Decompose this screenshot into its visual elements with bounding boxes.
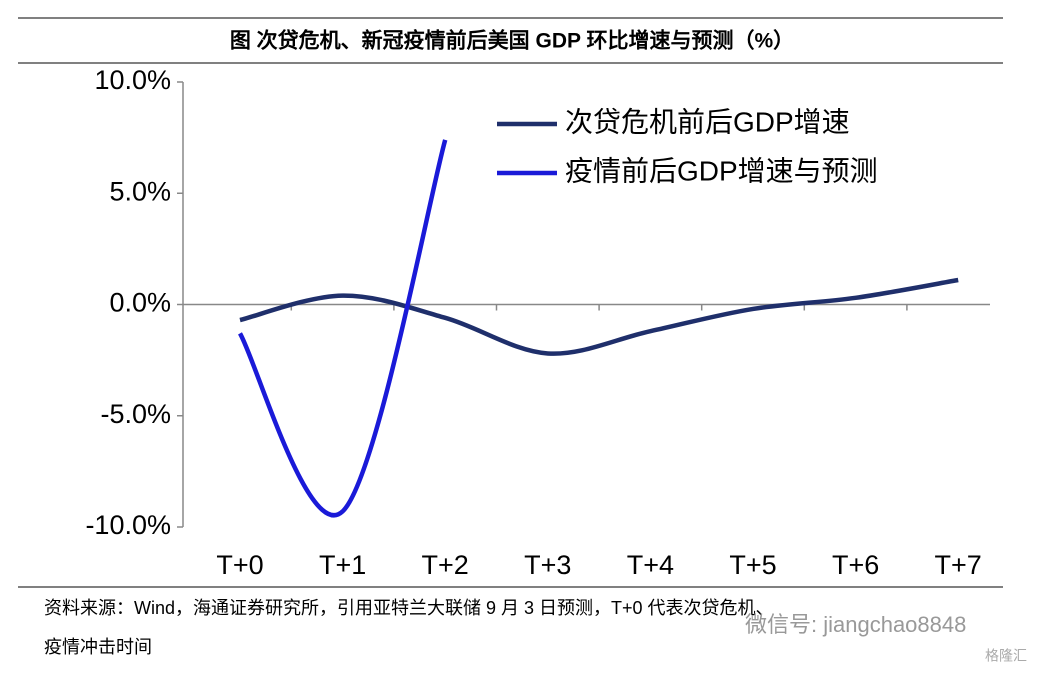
x-tick-label: T+4: [627, 550, 674, 580]
x-tick-label: T+7: [935, 550, 982, 580]
line-series: [239, 277, 959, 356]
y-tick-label: -10.0%: [85, 510, 171, 540]
x-tick-label: T+0: [216, 550, 263, 580]
x-tick-label: T+1: [319, 550, 366, 580]
source: 资料来源：Wind，海通证券研究所，引用亚特兰大联储 9 月 3 日预测，T+0…: [44, 598, 774, 618]
watermark: 微信号: jiangchao8848: [745, 612, 966, 637]
line-series: [238, 139, 448, 518]
x-tick-label: T+6: [832, 550, 879, 580]
x-tick-label: T+2: [422, 550, 469, 580]
legend-label: 次贷危机前后GDP增速: [565, 106, 850, 137]
y-tick-label: 10.0%: [94, 65, 171, 95]
legend-label: 疫情前后GDP增速与预测: [565, 155, 878, 186]
chart-title: 图 次贷危机、新冠疫情前后美国 GDP 环比增速与预测（%）: [230, 29, 794, 53]
y-tick-label: 0.0%: [109, 288, 171, 318]
watermark: 格隆汇: [985, 648, 1027, 664]
x-tick-label: T+5: [729, 550, 776, 580]
y-tick-label: 5.0%: [109, 176, 171, 206]
source: 疫情冲击时间: [44, 637, 152, 657]
y-tick-label: -5.0%: [100, 399, 171, 429]
x-tick-label: T+3: [524, 550, 571, 580]
